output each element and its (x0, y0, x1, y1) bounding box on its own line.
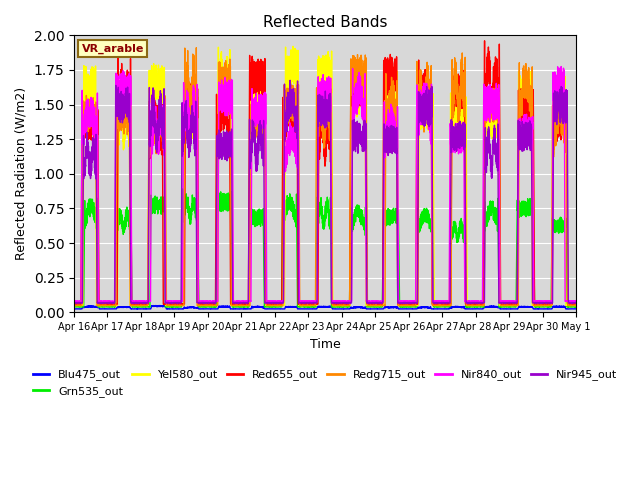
Grn535_out (572, 304, 579, 310)
Grn535_out (466, 304, 474, 310)
Yel580_out (289, 44, 297, 49)
Nir945_out (438, 300, 445, 305)
Nir840_out (466, 299, 474, 304)
Yel580_out (572, 302, 579, 308)
Y-axis label: Reflected Radiation (W/m2): Reflected Radiation (W/m2) (15, 87, 28, 261)
X-axis label: Time: Time (310, 337, 340, 350)
Nir945_out (410, 300, 417, 306)
Redg715_out (193, 45, 200, 50)
Nir840_out (564, 299, 572, 304)
Grn535_out (410, 304, 417, 310)
Nir945_out (202, 300, 209, 306)
Redg715_out (466, 302, 474, 308)
Redg715_out (161, 134, 168, 140)
Title: Reflected Bands: Reflected Bands (263, 15, 387, 30)
Red655_out (70, 301, 78, 307)
Redg715_out (572, 302, 579, 308)
Red655_out (335, 301, 343, 307)
Nir945_out (572, 300, 580, 305)
Grn535_out (572, 304, 580, 310)
Redg715_out (70, 302, 78, 308)
Legend: Blu475_out, Grn535_out, Yel580_out, Red655_out, Redg715_out, Nir840_out, Nir945_: Blu475_out, Grn535_out, Yel580_out, Red6… (28, 365, 622, 401)
Yel580_out (161, 84, 168, 90)
Text: VR_arable: VR_arable (81, 44, 144, 54)
Nir945_out (572, 300, 579, 306)
Yel580_out (70, 302, 78, 308)
Blu475_out (306, 306, 314, 312)
Nir840_out (557, 64, 565, 70)
Redg715_out (307, 302, 314, 308)
Blu475_out (367, 306, 374, 312)
Grn535_out (307, 304, 314, 310)
Red655_out (437, 301, 445, 307)
Grn535_out (438, 304, 445, 310)
Line: Nir945_out: Nir945_out (74, 80, 576, 303)
Nir840_out (161, 134, 168, 140)
Red655_out (572, 301, 579, 307)
Red655_out (410, 301, 417, 307)
Redg715_out (134, 303, 141, 309)
Red655_out (481, 38, 488, 44)
Line: Red655_out: Red655_out (74, 41, 576, 304)
Red655_out (466, 301, 474, 307)
Nir840_out (70, 298, 78, 304)
Yel580_out (572, 303, 580, 309)
Red655_out (306, 301, 314, 307)
Nir840_out (572, 298, 580, 304)
Grn535_out (179, 186, 186, 192)
Nir840_out (437, 299, 445, 304)
Nir840_out (410, 299, 417, 304)
Line: Yel580_out: Yel580_out (74, 47, 576, 306)
Red655_out (572, 301, 580, 307)
Redg715_out (410, 302, 417, 308)
Yel580_out (466, 302, 474, 308)
Redg715_out (438, 302, 445, 308)
Blu475_out (572, 306, 579, 312)
Red655_out (161, 301, 168, 307)
Nir945_out (307, 300, 314, 306)
Line: Grn535_out: Grn535_out (74, 189, 576, 307)
Grn535_out (70, 304, 78, 310)
Blu475_out (410, 306, 417, 312)
Blu475_out (438, 306, 445, 312)
Blu475_out (70, 306, 78, 312)
Yel580_out (410, 302, 417, 308)
Yel580_out (437, 302, 445, 308)
Redg715_out (572, 302, 580, 308)
Blu475_out (161, 302, 169, 308)
Nir945_out (70, 300, 78, 306)
Nir840_out (306, 299, 314, 304)
Nir945_out (161, 132, 168, 138)
Grn535_out (161, 206, 168, 212)
Blu475_out (572, 306, 580, 312)
Grn535_out (111, 304, 119, 310)
Line: Nir840_out: Nir840_out (74, 67, 576, 301)
Yel580_out (306, 303, 314, 309)
Nir840_out (572, 299, 579, 304)
Line: Redg715_out: Redg715_out (74, 48, 576, 306)
Nir945_out (466, 300, 474, 306)
Blu475_out (161, 303, 168, 309)
Line: Blu475_out: Blu475_out (74, 305, 576, 309)
Blu475_out (466, 306, 474, 312)
Nir945_out (286, 77, 294, 83)
